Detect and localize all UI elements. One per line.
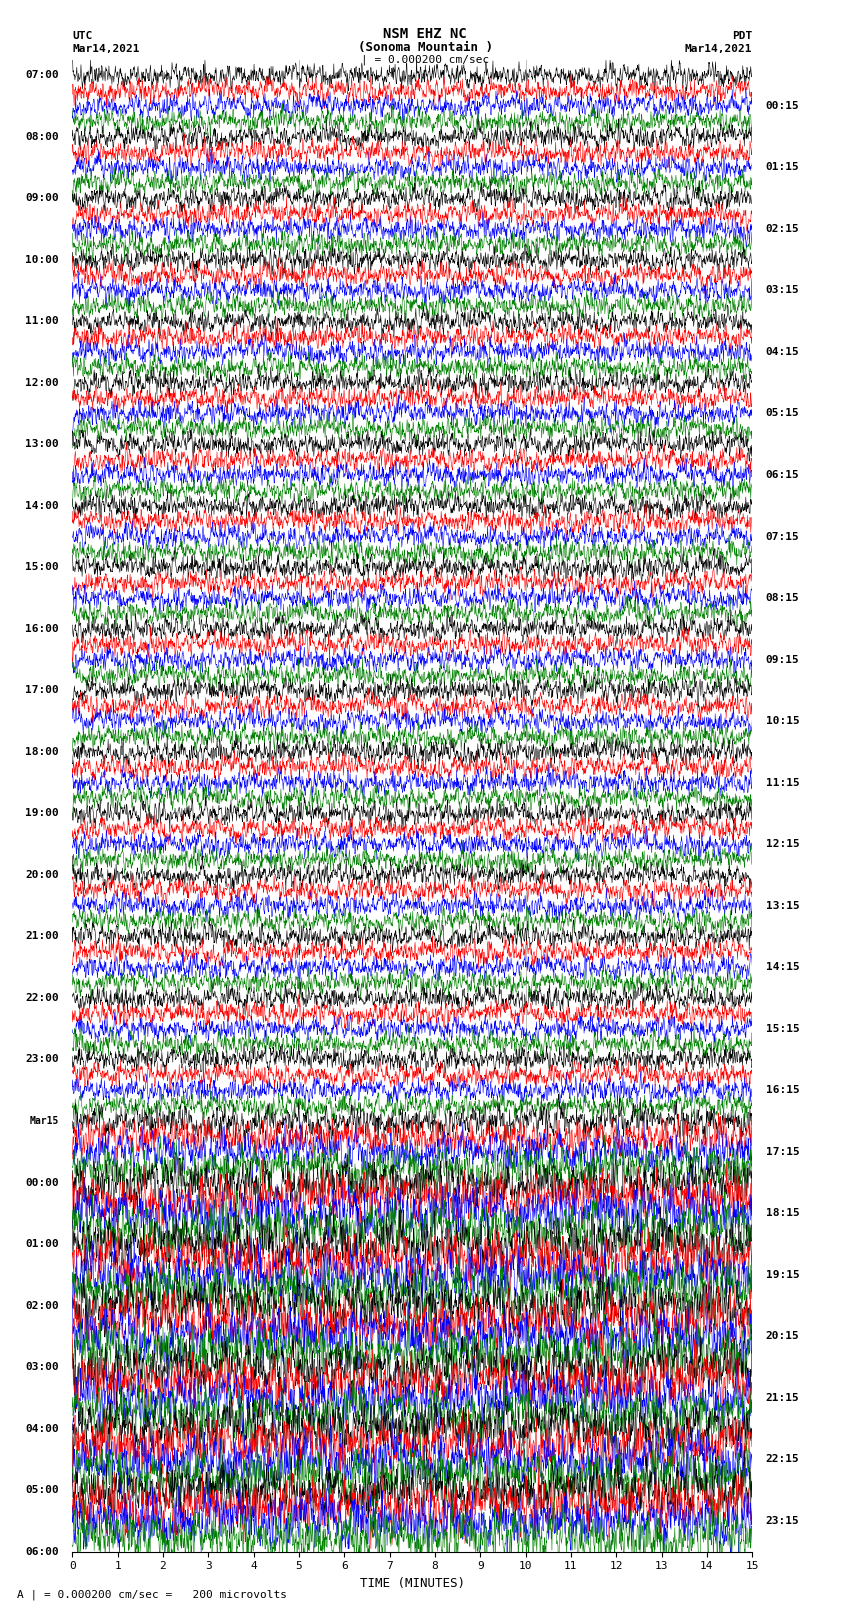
Text: (Sonoma Mountain ): (Sonoma Mountain ) — [358, 40, 492, 53]
Text: 03:15: 03:15 — [766, 286, 800, 295]
Text: 06:00: 06:00 — [25, 1547, 59, 1557]
Text: 09:00: 09:00 — [25, 194, 59, 203]
Text: NSM EHZ NC: NSM EHZ NC — [383, 27, 467, 40]
Text: 06:15: 06:15 — [766, 469, 800, 481]
Text: 17:15: 17:15 — [766, 1147, 800, 1157]
Text: 02:15: 02:15 — [766, 224, 800, 234]
Text: 22:00: 22:00 — [25, 994, 59, 1003]
Text: 10:15: 10:15 — [766, 716, 800, 726]
Text: 13:00: 13:00 — [25, 439, 59, 450]
Text: 00:00: 00:00 — [25, 1177, 59, 1187]
X-axis label: TIME (MINUTES): TIME (MINUTES) — [360, 1578, 465, 1590]
Text: 12:00: 12:00 — [25, 377, 59, 387]
Text: 20:00: 20:00 — [25, 869, 59, 881]
Text: 14:15: 14:15 — [766, 963, 800, 973]
Text: 16:15: 16:15 — [766, 1086, 800, 1095]
Text: 09:15: 09:15 — [766, 655, 800, 665]
Text: 02:00: 02:00 — [25, 1300, 59, 1311]
Text: 18:00: 18:00 — [25, 747, 59, 756]
Text: 15:00: 15:00 — [25, 563, 59, 573]
Text: 04:00: 04:00 — [25, 1424, 59, 1434]
Text: 11:00: 11:00 — [25, 316, 59, 326]
Text: 21:15: 21:15 — [766, 1394, 800, 1403]
Text: 05:15: 05:15 — [766, 408, 800, 418]
Text: UTC: UTC — [72, 31, 93, 40]
Text: 01:15: 01:15 — [766, 163, 800, 173]
Text: Mar14,2021: Mar14,2021 — [72, 44, 139, 53]
Text: 00:15: 00:15 — [766, 102, 800, 111]
Text: 05:00: 05:00 — [25, 1486, 59, 1495]
Text: 16:00: 16:00 — [25, 624, 59, 634]
Text: 10:00: 10:00 — [25, 255, 59, 265]
Text: 12:15: 12:15 — [766, 839, 800, 848]
Text: Mar15: Mar15 — [29, 1116, 59, 1126]
Text: 04:15: 04:15 — [766, 347, 800, 356]
Text: 14:00: 14:00 — [25, 500, 59, 511]
Text: 23:15: 23:15 — [766, 1516, 800, 1526]
Text: 23:00: 23:00 — [25, 1055, 59, 1065]
Text: PDT: PDT — [732, 31, 752, 40]
Text: 22:15: 22:15 — [766, 1455, 800, 1465]
Text: 19:15: 19:15 — [766, 1269, 800, 1279]
Text: 01:00: 01:00 — [25, 1239, 59, 1248]
Text: | = 0.000200 cm/sec: | = 0.000200 cm/sec — [361, 55, 489, 65]
Text: 11:15: 11:15 — [766, 777, 800, 787]
Text: 15:15: 15:15 — [766, 1024, 800, 1034]
Text: 21:00: 21:00 — [25, 931, 59, 942]
Text: A | = 0.000200 cm/sec =   200 microvolts: A | = 0.000200 cm/sec = 200 microvolts — [17, 1589, 287, 1600]
Text: 07:00: 07:00 — [25, 69, 59, 81]
Text: 08:15: 08:15 — [766, 594, 800, 603]
Text: 20:15: 20:15 — [766, 1331, 800, 1342]
Text: 19:00: 19:00 — [25, 808, 59, 818]
Text: 03:00: 03:00 — [25, 1361, 59, 1373]
Text: 18:15: 18:15 — [766, 1208, 800, 1218]
Text: 07:15: 07:15 — [766, 532, 800, 542]
Text: 13:15: 13:15 — [766, 900, 800, 911]
Text: 08:00: 08:00 — [25, 132, 59, 142]
Text: 17:00: 17:00 — [25, 686, 59, 695]
Text: Mar14,2021: Mar14,2021 — [685, 44, 752, 53]
